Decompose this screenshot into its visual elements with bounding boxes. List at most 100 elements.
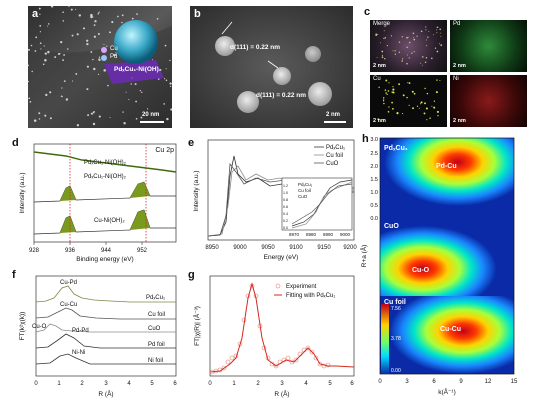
- nanoparticle-dot: [157, 78, 160, 80]
- nanoparticle-dot: [93, 35, 97, 38]
- scale-bar-label-b: 2 nm: [326, 112, 341, 118]
- experiment-point: [273, 363, 279, 369]
- cu-map-dot: [378, 86, 380, 88]
- g-xtick-4: 4: [304, 381, 308, 387]
- nanoparticle-dot: [151, 59, 153, 61]
- merge-map-dot: [439, 32, 441, 34]
- cu-map-dot: [423, 112, 426, 115]
- nanoparticle-dot: [62, 20, 65, 22]
- nanoparticle-dot: [49, 117, 52, 120]
- merge-map-dot: [422, 56, 424, 58]
- nanoparticle-dot: [60, 95, 63, 98]
- legend-pd-label: Pd: [110, 54, 118, 60]
- h-colorbar-max: 7.56: [391, 306, 401, 312]
- e-xlabel: Energy (eV): [264, 254, 299, 261]
- d-xtick-0: 928: [29, 248, 40, 254]
- cu-map-dot: [396, 112, 399, 115]
- cu-map-dot: [426, 119, 428, 121]
- nanoparticle-dot: [122, 111, 124, 113]
- cu-map-dot: [383, 99, 385, 101]
- merge-map-dot: [376, 57, 378, 59]
- nanoparticle-dot: [76, 33, 79, 36]
- nanoparticle-dot: [98, 59, 101, 62]
- cu-map-dot: [408, 104, 410, 106]
- scale-bar-a: [140, 121, 164, 123]
- cu-map-dot: [407, 82, 409, 84]
- experiment-point: [309, 349, 315, 355]
- cu-map-dot: [418, 107, 420, 109]
- map-pd: [450, 20, 527, 72]
- f-series-0: PdₓCu₁: [146, 295, 165, 301]
- merge-map-dot: [411, 52, 413, 54]
- nanoparticle-dot: [39, 25, 42, 27]
- map-label-ni: Ni: [453, 76, 459, 82]
- g-legend-1: Fitting with PdₓCu₁: [286, 293, 335, 299]
- nanoparticle-dot: [62, 11, 64, 13]
- h-xtick-4: 12: [485, 379, 492, 385]
- nanoparticle-dot: [103, 69, 106, 72]
- f-xtick-4: 4: [127, 381, 131, 387]
- e-inset-legend-2: CuO: [298, 194, 308, 199]
- nanoparticle-dot: [136, 13, 138, 15]
- g-xtick-0: 0: [208, 381, 212, 387]
- cu-map-dot: [392, 91, 395, 94]
- d-spacing-label-1: d(111) = 0.22 nm: [230, 44, 281, 51]
- nanoparticle-dot: [35, 36, 38, 39]
- nanoparticle-dot: [117, 15, 119, 18]
- merge-map-dot: [436, 26, 439, 29]
- h-ytick-6: 3.0: [370, 137, 378, 143]
- g-ylabel: FT|χ(R)| (Å⁻³): [192, 306, 201, 346]
- merge-map-dot: [392, 50, 394, 52]
- nanoparticle-dot: [98, 115, 101, 118]
- d-xtick-2: 944: [101, 248, 112, 254]
- nanoparticle-dot: [140, 116, 143, 119]
- nanoparticle-dot: [59, 53, 61, 55]
- d-curve-label-2: PdₓCu₁-Ni(OH)₂: [84, 174, 127, 180]
- nanoparticle-dot: [65, 98, 69, 101]
- merge-map-dot: [425, 29, 427, 31]
- cu-map-dot: [387, 90, 390, 92]
- f-annot-3: Pd-Pd: [72, 328, 89, 334]
- hrtem-image-b: [190, 6, 353, 128]
- merge-map-dot: [381, 56, 384, 59]
- f-ylabel: FT(k²χ(k)): [19, 312, 26, 341]
- merge-map-dot: [431, 57, 433, 60]
- nanoparticle-dot: [170, 108, 172, 111]
- nanoparticle-dot: [169, 82, 172, 85]
- panel-c-edx-maps: c Merge Pd Cu Ni 2 nm 2 nm 2 nm 2 nm: [364, 6, 530, 128]
- merge-map-dot: [438, 43, 440, 45]
- scale-cu: 2 nm: [373, 118, 386, 124]
- map-label-merge: Merge: [373, 21, 391, 27]
- nanoparticle-dot: [71, 34, 74, 37]
- f-xtick-6: 6: [173, 381, 177, 387]
- cu-map-dot: [420, 101, 423, 104]
- scale-pd: 2 nm: [453, 63, 466, 69]
- merge-map-dot: [401, 36, 403, 38]
- nanoparticle-dot: [92, 122, 96, 126]
- cu-map-dot: [406, 96, 408, 99]
- nanoparticle-dot: [38, 118, 41, 120]
- merge-map-dot: [394, 53, 396, 55]
- merge-map-dot: [413, 38, 416, 41]
- e-legend-0: PdₓCu₁: [326, 145, 345, 151]
- d-xlabel: Binding energy (eV): [76, 256, 133, 263]
- e-inset-ytick-3: 0.6: [283, 205, 288, 209]
- map-ni: [450, 75, 527, 127]
- e-inset-ytick-6: 1.2: [283, 184, 288, 188]
- h-map-title-0: PdₓCu₁: [384, 145, 408, 152]
- nanoparticle-dot: [28, 81, 30, 83]
- ft-exafs-chart: f PdₓCu₁ Cu foil CuO Pd foil Ni foil Cu-…: [12, 269, 177, 398]
- d-curve-label-3: Cu-Ni(OH)₂: [94, 218, 125, 224]
- nanoparticle-dot: [169, 85, 172, 88]
- nanoparticle-dot: [98, 73, 100, 75]
- merge-map-dot: [420, 30, 423, 33]
- cu-map-dot: [402, 113, 404, 115]
- e-legend-1: Cu foil: [326, 153, 343, 159]
- cu-map-dot: [392, 86, 394, 88]
- nanoparticle-dot: [29, 101, 32, 103]
- nanoparticle-dot: [90, 51, 93, 53]
- panel-c-label: c: [364, 6, 371, 18]
- nanoparticle-dot: [31, 70, 33, 73]
- map-label-cu: Cu: [373, 76, 381, 82]
- merge-map-dot: [381, 50, 384, 53]
